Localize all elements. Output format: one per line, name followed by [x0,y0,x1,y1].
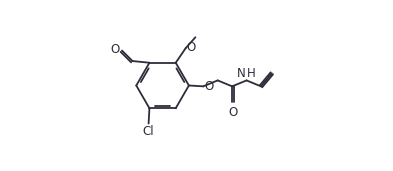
Text: H: H [247,67,256,80]
Text: O: O [186,41,196,54]
Text: N: N [237,67,246,80]
Text: Cl: Cl [143,125,154,138]
Text: O: O [110,43,119,56]
Text: O: O [204,80,213,93]
Text: O: O [228,106,238,119]
